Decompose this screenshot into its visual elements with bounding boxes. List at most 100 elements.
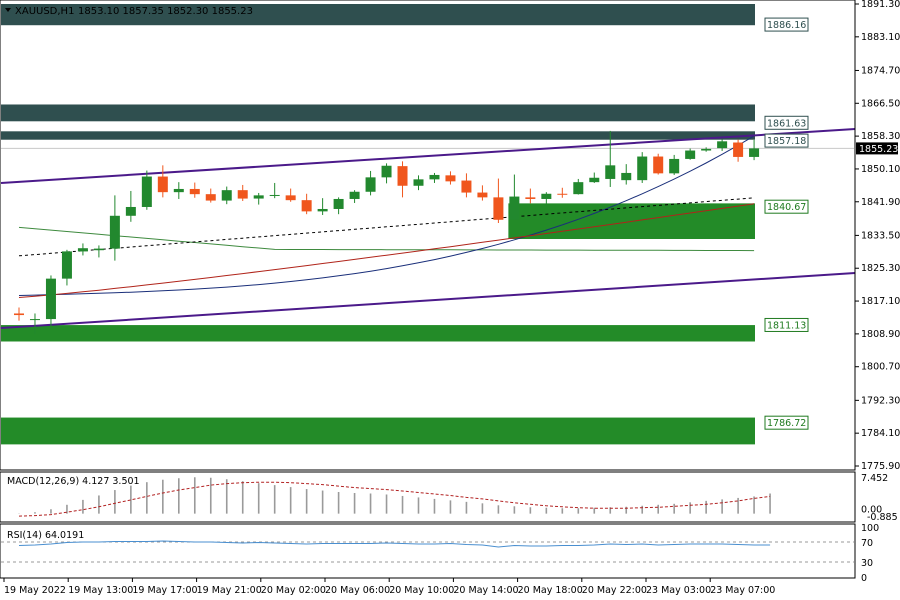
candle-bull (93, 248, 104, 251)
time-label: 23 May 03:00 (646, 585, 711, 596)
candle-bear (733, 142, 744, 157)
candle-bull (605, 165, 616, 179)
time-label: 19 May 2022 (4, 585, 66, 596)
level-label: 1857.18 (767, 136, 806, 147)
macd-label: MACD(12,26,9) 4.127 3.501 (7, 476, 140, 487)
rsi-line (18, 540, 771, 548)
time-label: 23 May 07:00 (710, 585, 775, 596)
candle-bear (285, 195, 296, 201)
candle-bear (461, 180, 472, 193)
ma-green-line (18, 226, 755, 252)
candle-bear (397, 166, 408, 186)
macd-tick-label: 7.452 (861, 473, 888, 484)
level-label: 1811.13 (767, 320, 806, 331)
rsi-tick-label: 70 (861, 538, 873, 549)
zones-layer (1, 4, 854, 445)
time-label: 20 May 14:00 (453, 585, 518, 596)
candle-bull (45, 278, 56, 320)
candle-bull (381, 165, 392, 178)
rsi-pane[interactable]: RSI(14) 64.0191 100 70 30 0 (0, 523, 879, 584)
candle-bull (749, 148, 760, 157)
candle-bull (429, 174, 440, 180)
candle-bull (253, 195, 264, 199)
level-label: 1840.67 (767, 202, 806, 213)
price-tick-label: 1858.30 (861, 131, 900, 142)
candle-bear (237, 190, 248, 199)
price-tick-label: 1866.50 (861, 98, 900, 109)
candle-bear (525, 197, 536, 199)
price-channel (0, 128, 856, 329)
resistance-zone (1, 4, 755, 26)
price-tick-label: 1775.90 (861, 461, 900, 472)
channel-lower-line (0, 272, 856, 329)
ma-blue-line (18, 135, 755, 296)
candle-bull (637, 156, 648, 181)
support-zone (1, 417, 755, 445)
price-axis[interactable]: 1891.30 1883.10 1874.70 1866.50 1858.30 1850.… (854, 0, 900, 472)
price-tick-label: 1891.30 (861, 0, 900, 10)
trend-dotted-line (18, 197, 755, 257)
collapse-triangle-icon[interactable] (5, 8, 11, 12)
candle-bear (477, 192, 488, 198)
candle-bull (685, 150, 696, 159)
price-tick-label: 1874.70 (861, 65, 900, 76)
ohlc-values: 1853.10 1857.35 1852.30 1855.23 (78, 6, 253, 17)
candle-bull (349, 191, 360, 199)
level-label: 1861.63 (767, 118, 806, 129)
macd-pane[interactable]: MACD(12,26,9) 4.127 3.501 7.452 0.00-0.88… (0, 471, 898, 523)
resistance-zone (1, 131, 755, 140)
candle-bear (557, 193, 568, 195)
rsi-axis: 100 70 30 0 (861, 523, 879, 584)
rsi-tick-label: 100 (861, 523, 879, 534)
level-labels: 1886.16 1861.63 1857.18 1840.67 1811.13 1786.… (764, 17, 809, 430)
candle-bull (365, 177, 376, 192)
candle-bull (221, 190, 232, 201)
ma-red-line (18, 203, 755, 298)
time-label: 20 May 06:00 (325, 585, 390, 596)
price-tick-label: 1841.90 (861, 197, 900, 208)
rsi-tick-label: 30 (861, 558, 873, 569)
candle-bull (541, 193, 552, 199)
candle-bull (61, 251, 72, 279)
candle-bear (14, 313, 24, 316)
price-tick-label: 1883.10 (861, 32, 900, 43)
candle-bull (109, 215, 120, 249)
candle-bull (317, 208, 328, 212)
candle-bear (301, 200, 312, 212)
level-label-box (764, 133, 809, 148)
level-label-box (764, 115, 809, 130)
candle-bull (29, 319, 40, 321)
chart-header: XAUUSD,H1 1853.10 1857.35 1852.30 1855.2… (5, 6, 253, 17)
candle-bull (413, 179, 424, 186)
rsi-tick-label: 0 (861, 573, 867, 584)
price-pane[interactable]: 1886.16 1861.63 1857.18 1840.67 1811.13 1786.… (0, 0, 856, 471)
macd-histogram (18, 477, 771, 514)
time-label: 19 May 13:00 (68, 585, 133, 596)
resistance-zone (1, 104, 755, 122)
price-tick-label: 1800.70 (861, 362, 900, 373)
level-label-box (764, 17, 809, 32)
candle-bear (445, 175, 456, 182)
level-label: 1886.16 (767, 20, 806, 31)
time-label: 20 May 22:00 (582, 585, 647, 596)
candle-bull (509, 196, 520, 220)
candle-bull (125, 206, 136, 216)
price-tick-label: 1817.10 (861, 296, 900, 307)
candle-bull (621, 172, 632, 181)
time-label: 20 May 18:00 (518, 585, 583, 596)
candle-bull (141, 176, 152, 207)
candle-bull (173, 188, 184, 193)
candle-bear (205, 194, 216, 201)
time-axis[interactable]: 19 May 2022 19 May 13:00 19 May 17:00 19 Ma… (3, 578, 775, 596)
price-tick-label: 1825.30 (861, 263, 900, 274)
macd-axis: 7.452 0.00-0.885 (861, 473, 898, 523)
candle-bear (189, 188, 200, 195)
macd-signal-line (18, 481, 771, 517)
candle-bear (157, 176, 168, 193)
candle-bear (493, 197, 504, 220)
level-label: 1786.72 (767, 418, 806, 429)
candle-bull (333, 198, 344, 209)
time-label: 20 May 02:00 (261, 585, 326, 596)
price-tick-label: 1850.10 (861, 164, 900, 175)
